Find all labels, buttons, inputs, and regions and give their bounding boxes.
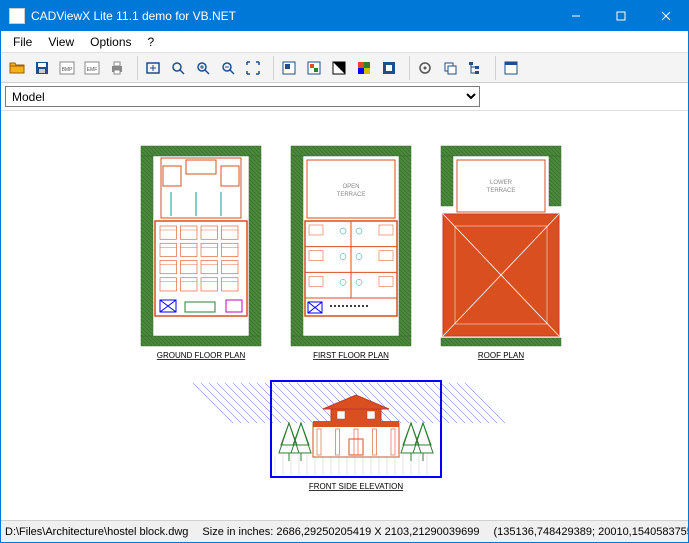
svg-text:FRONT SIDE ELEVATION: FRONT SIDE ELEVATION (309, 482, 403, 491)
close-button[interactable] (643, 1, 688, 31)
zoomin-icon[interactable] (191, 56, 215, 80)
window-buttons (553, 1, 688, 31)
drawing-canvas[interactable]: GROUND FLOOR PLAN OPEN TERRACE FIRST FLOOR … (1, 111, 688, 520)
maximize-button[interactable] (598, 1, 643, 31)
svg-text:EMF: EMF (87, 67, 98, 73)
svg-text:GROUND FLOOR PLAN: GROUND FLOOR PLAN (157, 351, 246, 360)
zoomout-icon[interactable] (216, 56, 240, 80)
menu-view[interactable]: View (40, 33, 82, 51)
svg-text:TERRACE: TERRACE (337, 192, 366, 198)
fit-icon[interactable] (141, 56, 165, 80)
status-size: Size in inches: 2686,29250205419 X 2103,… (202, 526, 479, 538)
entities-icon[interactable] (463, 56, 487, 80)
blocks-icon[interactable] (302, 56, 326, 80)
bmp-icon[interactable]: BMP (55, 56, 79, 80)
color-icon[interactable] (352, 56, 376, 80)
svg-text:TERRACE: TERRACE (487, 188, 516, 194)
titlebar: CADViewX Lite 11.1 demo for VB.NET (1, 1, 688, 31)
status-file: D:\Files\Architecture\hostel block.dwg (5, 526, 188, 538)
menu-file[interactable]: File (5, 33, 40, 51)
svg-text:ROOF PLAN: ROOF PLAN (478, 351, 524, 360)
svg-text:LOWER: LOWER (490, 180, 513, 186)
layout-bar: Model (1, 83, 688, 111)
blackwhite-icon[interactable] (327, 56, 351, 80)
about-icon[interactable] (499, 56, 523, 80)
zoom-icon[interactable] (166, 56, 190, 80)
toolbar: BMP EMF (1, 53, 688, 83)
save-icon[interactable] (30, 56, 54, 80)
pan-icon[interactable] (413, 56, 437, 80)
copy-icon[interactable] (438, 56, 462, 80)
svg-text:FIRST FLOOR PLAN: FIRST FLOOR PLAN (313, 351, 389, 360)
layout-select[interactable]: Model (5, 86, 480, 107)
menu-options[interactable]: Options (82, 33, 139, 51)
window-title: CADViewX Lite 11.1 demo for VB.NET (31, 9, 553, 23)
emf-icon[interactable]: EMF (80, 56, 104, 80)
menubar: File View Options ? (1, 31, 688, 53)
app-icon (9, 8, 25, 24)
menu-help[interactable]: ? (140, 33, 163, 51)
svg-text:OPEN: OPEN (342, 184, 359, 190)
open-icon[interactable] (5, 56, 29, 80)
minimize-button[interactable] (553, 1, 598, 31)
background-icon[interactable] (377, 56, 401, 80)
extents-icon[interactable] (241, 56, 265, 80)
layers-icon[interactable] (277, 56, 301, 80)
statusbar: D:\Files\Architecture\hostel block.dwg S… (1, 520, 688, 542)
status-coords: (135136,748429389; 20010,1540583755 (494, 526, 689, 538)
svg-text:BMP: BMP (62, 67, 74, 73)
print-icon[interactable] (105, 56, 129, 80)
